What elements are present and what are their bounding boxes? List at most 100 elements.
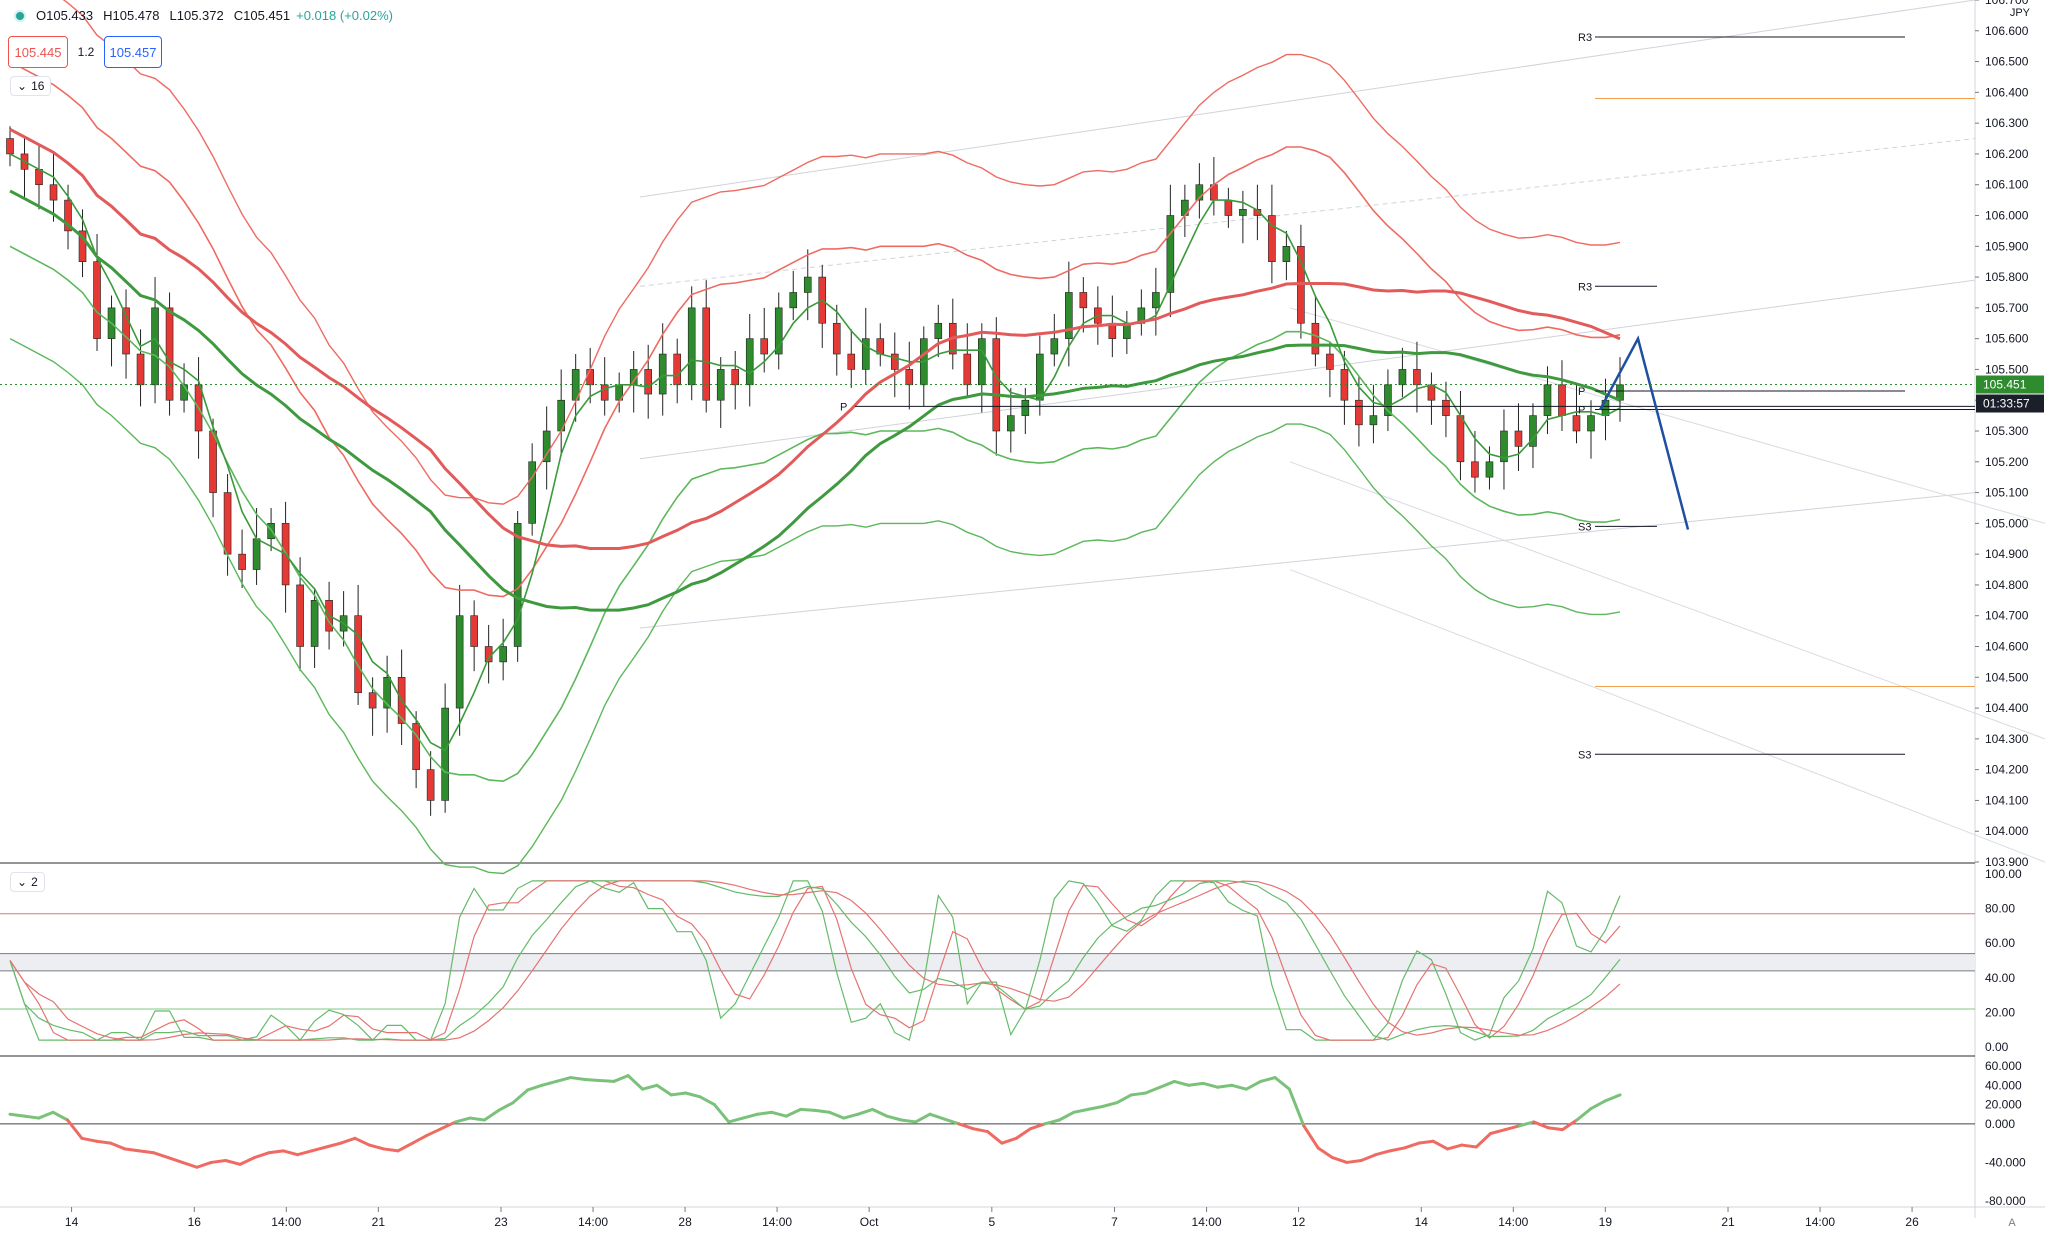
- slow-ma-red: [9, 127, 1621, 550]
- momentum-segment: [1446, 1143, 1464, 1151]
- market-status-icon: [14, 9, 26, 22]
- momentum-segment: [971, 1127, 989, 1134]
- candle: [1587, 415, 1595, 432]
- y-tick-label: 106.200: [1985, 147, 2029, 161]
- momentum-segment: [411, 1133, 429, 1145]
- momentum-segment: [482, 1108, 501, 1122]
- candle: [93, 261, 101, 339]
- momentum-segment: [827, 1110, 846, 1120]
- x-tick-label: 12: [1292, 1215, 1306, 1229]
- slow-ma-green: [9, 189, 1621, 612]
- momentum-segment: [1115, 1093, 1133, 1105]
- x-tick-label: 19: [1599, 1215, 1613, 1229]
- indicators-collapse-button[interactable]: ⌄ 16: [10, 76, 52, 96]
- candle: [78, 230, 87, 262]
- pivot-label: S3: [1578, 521, 1591, 533]
- momentum-segment: [296, 1149, 314, 1157]
- candle: [1514, 430, 1523, 447]
- x-tick-label: 23: [494, 1215, 508, 1229]
- momentum-segment: [1402, 1141, 1421, 1150]
- momentum-segment: [1532, 1120, 1550, 1130]
- momentum-segment: [1589, 1099, 1608, 1110]
- osc-tick-label: 0.00: [1985, 1040, 2009, 1054]
- x-tick-label: 21: [372, 1215, 386, 1229]
- momentum-segment: [1244, 1079, 1263, 1091]
- momentum-segment: [1158, 1079, 1176, 1089]
- momentum-segment: [209, 1159, 228, 1164]
- legend-change: +0.018 (+0.02%): [296, 8, 393, 23]
- candle: [455, 615, 464, 709]
- candle: [876, 338, 885, 355]
- momentum-segment: [727, 1116, 745, 1124]
- countdown-tag: [1976, 394, 2044, 413]
- momentum-segment: [770, 1110, 788, 1118]
- momentum-segment: [799, 1107, 817, 1112]
- momentum-segment: [526, 1083, 544, 1092]
- mid-band: [0, 953, 1975, 971]
- y-tick-label: 105.800: [1985, 270, 2029, 284]
- candle: [1485, 461, 1494, 478]
- momentum-segment: [1460, 1143, 1478, 1149]
- y-tick-label: 105.100: [1985, 486, 2029, 500]
- momentum-segment: [238, 1156, 256, 1166]
- momentum-segment: [1187, 1081, 1205, 1087]
- x-tick-label: 14: [1415, 1215, 1429, 1229]
- candles-group: [6, 126, 1624, 816]
- momentum-segment: [1273, 1076, 1291, 1091]
- momentum-segment: [22, 1114, 41, 1120]
- momentum-segment: [641, 1083, 659, 1091]
- candle: [861, 338, 870, 370]
- momentum-tick-label: -80.000: [1985, 1194, 2026, 1208]
- momentum-segment: [741, 1112, 759, 1120]
- candle: [644, 369, 652, 395]
- momentum-segment: [1043, 1118, 1061, 1126]
- momentum-segment: [1129, 1091, 1148, 1097]
- candle: [122, 307, 130, 355]
- candle: [760, 338, 769, 355]
- momentum-segment: [1345, 1159, 1363, 1164]
- momentum-segment: [37, 1110, 55, 1120]
- momentum-segment: [1201, 1081, 1219, 1089]
- momentum-segment: [1057, 1110, 1076, 1122]
- y-tick-label: 105.500: [1985, 362, 2029, 376]
- momentum-segment: [597, 1078, 616, 1083]
- stoch-slow-d: [9, 880, 1621, 1041]
- candle: [586, 369, 594, 386]
- osc-tick-label: 60.00: [1985, 936, 2015, 950]
- momentum-segment: [51, 1110, 69, 1122]
- momentum-segment: [1388, 1146, 1406, 1153]
- momentum-segment: [554, 1076, 573, 1083]
- candle: [1369, 415, 1378, 426]
- momentum-segment: [310, 1145, 328, 1153]
- candle: [1050, 338, 1059, 355]
- candle: [383, 676, 391, 709]
- candle: [1558, 384, 1566, 416]
- momentum-segment: [511, 1088, 529, 1105]
- candle: [1311, 322, 1320, 355]
- momentum-segment: [439, 1120, 458, 1131]
- candle: [934, 322, 943, 339]
- candle: [832, 322, 841, 355]
- candle: [528, 461, 536, 524]
- osc-tick-label: 80.00: [1985, 902, 2015, 916]
- momentum-segment: [942, 1117, 961, 1126]
- x-tick-label: 26: [1905, 1215, 1919, 1229]
- y-tick-label: 104.000: [1985, 824, 2029, 838]
- buy-price-button[interactable]: 105.457: [104, 36, 162, 68]
- oscillator-collapse-button[interactable]: ⌄ 2: [10, 872, 45, 892]
- candle: [310, 600, 319, 647]
- osc-tick-label: 20.00: [1985, 1005, 2015, 1019]
- candle: [731, 369, 740, 386]
- candle: [441, 707, 449, 801]
- candle: [1268, 215, 1276, 262]
- sell-price-button[interactable]: 105.445: [8, 36, 68, 68]
- candle: [1543, 384, 1552, 416]
- regression-channel-line: [639, 138, 1976, 287]
- countdown-label: 01:33:57: [1983, 397, 2030, 411]
- auto-scale-button[interactable]: A: [2008, 1217, 2016, 1229]
- momentum-segment: [1172, 1079, 1191, 1087]
- candle: [847, 353, 856, 370]
- candle: [1442, 399, 1450, 416]
- momentum-segment: [669, 1091, 688, 1097]
